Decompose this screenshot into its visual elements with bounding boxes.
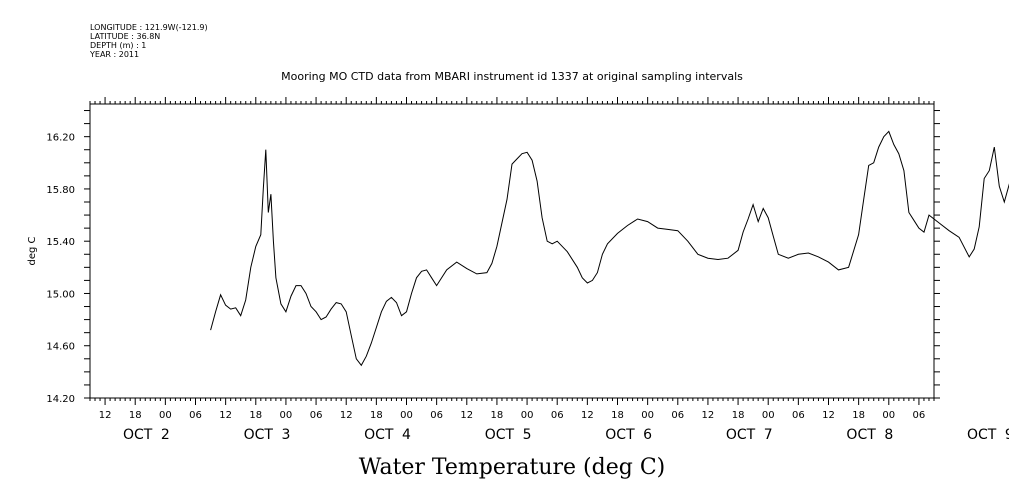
- x-tick-label: 00: [280, 410, 293, 421]
- x-tick-label: 06: [551, 410, 564, 421]
- day-label-month: OCT: [605, 427, 635, 443]
- x-tick-label: 18: [249, 410, 262, 421]
- x-tick-label: 12: [702, 410, 715, 421]
- x-tick-label: 12: [581, 410, 594, 421]
- x-tick-label: 12: [340, 410, 353, 421]
- x-tick-label: 18: [732, 410, 745, 421]
- y-tick-label: 15.80: [46, 185, 75, 196]
- day-label-day: 9: [1005, 427, 1009, 443]
- day-label-day: 4: [402, 427, 411, 443]
- meta-longitude: LONGITUDE : 121.9W(-121.9): [90, 23, 208, 32]
- x-tick-label: 00: [641, 410, 654, 421]
- x-axis-label: Water Temperature (deg C): [359, 455, 666, 480]
- meta-year: YEAR : 2011: [89, 50, 139, 59]
- day-label-month: OCT: [244, 427, 274, 443]
- x-tick-label: 00: [159, 410, 172, 421]
- y-tick-label: 14.60: [46, 342, 75, 353]
- x-tick-label: 12: [460, 410, 473, 421]
- x-tick-label: 12: [99, 410, 112, 421]
- meta-latitude: LATITUDE : 36.8N: [90, 32, 160, 41]
- x-tick-labels: 12 18 00 06 12 18 00 06 12 18 00 06 12 18 00 06 12 18 00 06…: [99, 410, 926, 421]
- x-tick-label: 12: [822, 410, 835, 421]
- x-tick-label: 18: [491, 410, 504, 421]
- x-tick-label: 06: [792, 410, 805, 421]
- day-label-day: 8: [884, 427, 893, 443]
- day-label-month: OCT: [485, 427, 515, 443]
- day-label-month: OCT: [123, 427, 153, 443]
- x-tick-label: 06: [310, 410, 323, 421]
- day-label-day: 6: [643, 427, 652, 443]
- x-tick-label: 06: [913, 410, 926, 421]
- day-label-month: OCT: [364, 427, 394, 443]
- day-labels: OCT 2 OCT 3 OCT 4 OCT 5 OCT 6 OCT 7 OCT 8 OCT 9: [123, 427, 1009, 443]
- x-tick-label: 06: [430, 410, 443, 421]
- x-tick-label: 06: [671, 410, 684, 421]
- plot-frame: [89, 103, 935, 399]
- day-label-month: OCT: [967, 427, 997, 443]
- x-tick-label: 00: [882, 410, 895, 421]
- x-tick-label: 18: [611, 410, 624, 421]
- y-tick-label: 16.20: [46, 133, 75, 144]
- y-tick-label: 14.20: [46, 394, 75, 405]
- day-label-day: 7: [764, 427, 773, 443]
- meta-depth: DEPTH (m) : 1: [90, 41, 146, 50]
- day-label-month: OCT: [726, 427, 756, 443]
- chart-title: Mooring MO CTD data from MBARI instrumen…: [281, 70, 743, 83]
- x-tick-label: 18: [129, 410, 142, 421]
- x-tick-label: 18: [370, 410, 383, 421]
- y-axis-label: deg C: [27, 236, 38, 265]
- x-tick-label: 00: [521, 410, 534, 421]
- y-tick-label: 15.40: [46, 237, 75, 248]
- x-tick-label: 00: [400, 410, 413, 421]
- x-tick-label: 06: [189, 410, 202, 421]
- day-label-day: 3: [281, 427, 290, 443]
- y-tick-label: 15.00: [46, 289, 75, 300]
- y-tick-labels: 14.20 14.60 15.00 15.40 15.80 16.20: [46, 133, 75, 405]
- x-tick-label: 12: [219, 410, 232, 421]
- temperature-series-line: [210, 130, 1009, 367]
- x-tick-label: 00: [762, 410, 775, 421]
- day-label-day: 2: [161, 427, 170, 443]
- axis-ticks: [84, 97, 940, 405]
- x-tick-label: 18: [852, 410, 865, 421]
- day-label-month: OCT: [846, 427, 876, 443]
- day-label-day: 5: [523, 427, 532, 443]
